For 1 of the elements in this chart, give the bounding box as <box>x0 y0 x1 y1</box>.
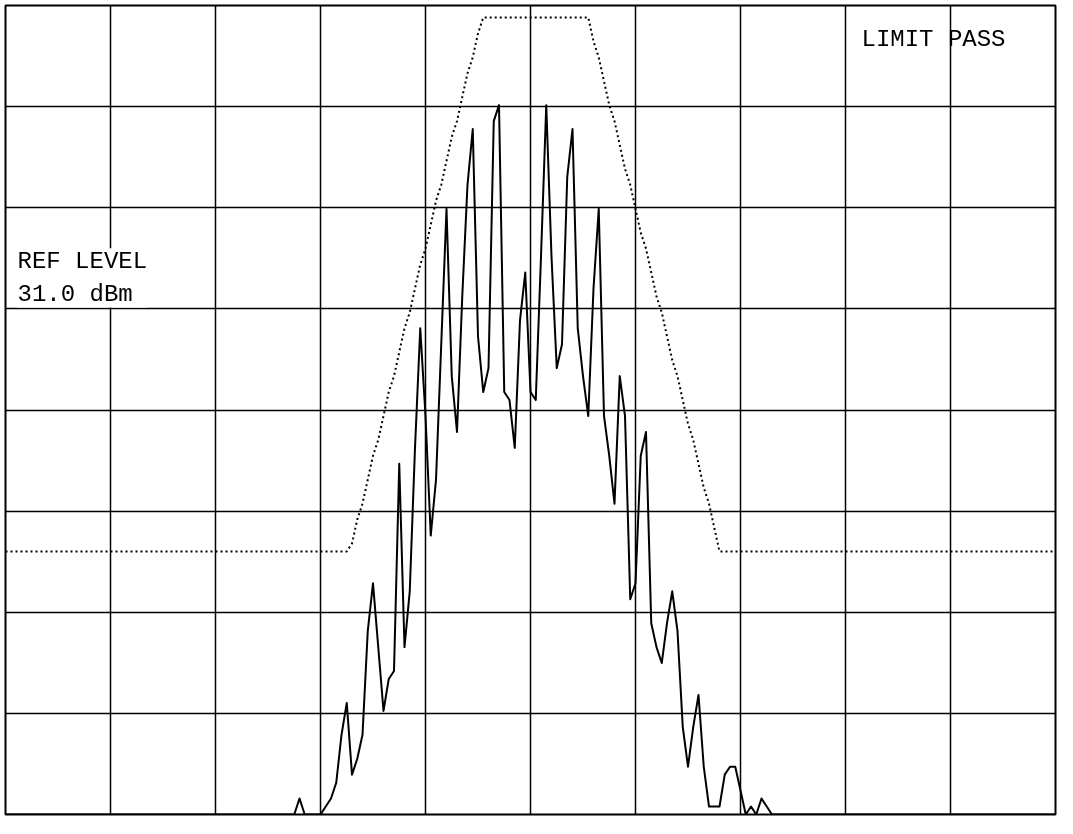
annotation: REF LEVEL 31.0 dBm <box>17 248 148 308</box>
